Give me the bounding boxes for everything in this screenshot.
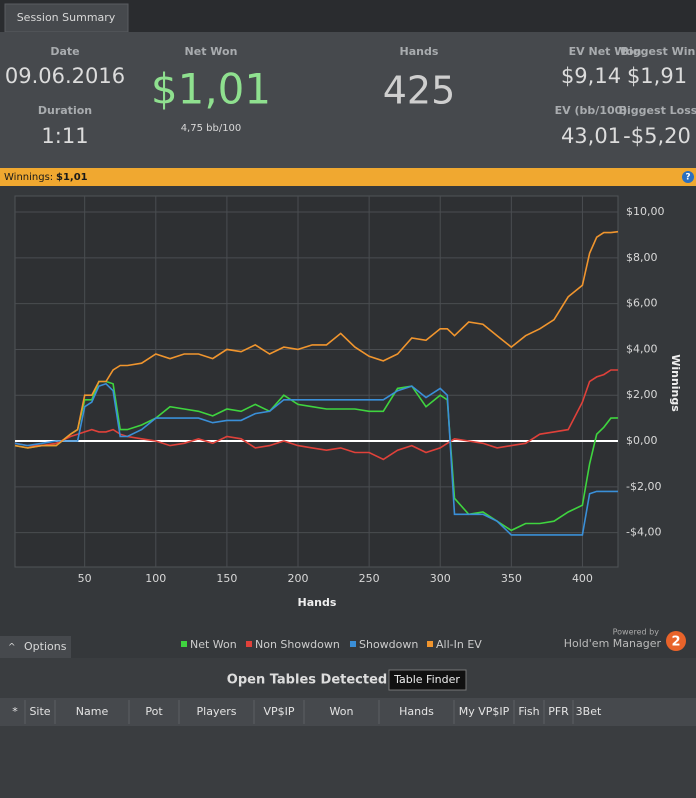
stat-value: $1,91 [627, 64, 687, 88]
options-button[interactable] [0, 636, 71, 658]
series-line [14, 369, 618, 461]
stat-label: Hands [400, 45, 439, 58]
legend-label: Showdown [359, 638, 418, 651]
chart: $10,00 $8,00 $6,00 $4,00 $2,00 $0,00 -$2,00 -$4… [14, 196, 682, 651]
stat-value: 1:11 [41, 124, 88, 148]
x-tick-label: 250 [359, 572, 380, 585]
legend-label: Non Showdown [255, 638, 340, 651]
table-finder-button[interactable] [388, 669, 467, 691]
stat-value: -$5,20 [623, 124, 691, 148]
y-tick-label: -$2,00 [626, 480, 661, 493]
open-tables-title: Open Tables Detected [227, 673, 387, 688]
stat-value: $9,14 [561, 64, 621, 88]
stat-label: Biggest Loss [619, 104, 696, 117]
hands: 425 [383, 69, 456, 113]
y-tick-label: $0,00 [626, 434, 658, 447]
legend-swatch [181, 641, 187, 647]
column-header: My VP$IP [459, 705, 510, 718]
stats-panel [0, 32, 696, 168]
banner-value: $1,01 [56, 172, 88, 183]
y-tick-label: $10,00 [626, 205, 665, 218]
powered-by: Powered by [613, 628, 660, 637]
tab-label[interactable]: Session Summary [17, 11, 116, 24]
x-tick-label: 300 [430, 572, 451, 585]
column-header: 3Bet [576, 705, 602, 718]
brand: Hold'em Manager [564, 637, 662, 650]
column-header: PFR [548, 705, 569, 718]
brand-logo [666, 631, 686, 651]
banner [0, 168, 696, 186]
y-tick-label: $2,00 [626, 388, 658, 401]
banner-label: Winnings: [4, 172, 53, 183]
column-header: * [12, 705, 18, 718]
y-axis-label: Winnings [669, 354, 682, 412]
stat-label: EV (bb/100) [555, 104, 628, 117]
stat-label: Net Won [185, 45, 238, 58]
x-tick-label: 100 [145, 572, 166, 585]
stat-value: 09.06.2016 [5, 64, 125, 88]
x-tick-label: 400 [572, 572, 593, 585]
tab[interactable] [4, 3, 129, 33]
column-header: VP$IP [263, 705, 294, 718]
x-tick-label: 50 [78, 572, 92, 585]
bb100: 4,75 bb/100 [181, 123, 242, 134]
stat-label: Duration [38, 104, 92, 117]
y-tick-label: $4,00 [626, 342, 658, 355]
open-tables-panel [0, 658, 696, 798]
y-tick-label: $6,00 [626, 297, 658, 310]
column-header: Name [76, 705, 109, 718]
help-icon[interactable] [682, 171, 694, 183]
options-caret[interactable]: ^ [8, 643, 16, 653]
series-line [14, 382, 618, 536]
table-header [0, 698, 696, 726]
x-tick-label: 350 [501, 572, 522, 585]
table-columns: * Site Name Pot Players VP$IP Won Hands My VP$IP… [12, 700, 602, 724]
legend-swatch [350, 641, 356, 647]
column-header: Players [197, 705, 237, 718]
y-tick-label: -$4,00 [626, 526, 661, 539]
legend-swatch [246, 641, 252, 647]
stat-value: 43,01 [561, 124, 621, 148]
column-header: Won [330, 705, 354, 718]
column-header: Pot [145, 705, 163, 718]
stat-label: Biggest Win [621, 45, 696, 58]
x-tick-label: 200 [288, 572, 309, 585]
brand-num: 2 [671, 635, 680, 650]
x-tick-label: 150 [216, 572, 237, 585]
column-header: Fish [518, 705, 539, 718]
legend-swatch [427, 641, 433, 647]
table-finder-label[interactable]: Table Finder [393, 673, 460, 686]
y-tick-label: $8,00 [626, 251, 658, 264]
column-header: Site [29, 705, 50, 718]
options-label[interactable]: Options [24, 640, 67, 653]
series-line [14, 230, 619, 449]
net-won: $1,01 [151, 65, 271, 114]
column-header: Hands [399, 705, 434, 718]
legend-label: All-In EV [436, 638, 482, 651]
help-text[interactable]: ? [685, 173, 690, 183]
stat-label: Date [50, 45, 79, 58]
stat-label: EV Net Won [569, 45, 642, 58]
x-axis-label: Hands [298, 596, 337, 609]
legend-label: Net Won [190, 638, 237, 651]
